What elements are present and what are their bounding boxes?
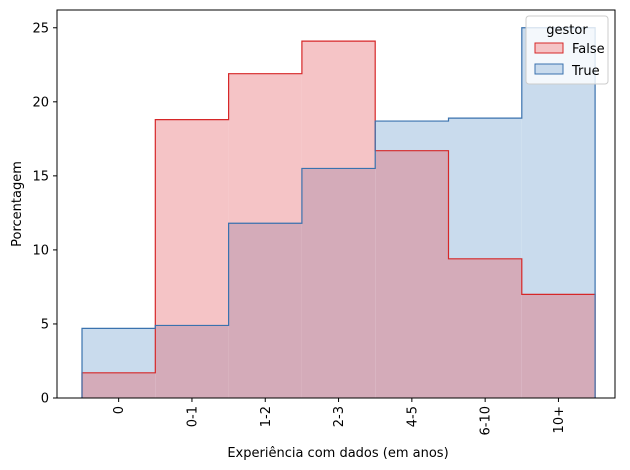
overlap-bin	[155, 325, 229, 398]
legend-swatch-true	[534, 63, 564, 75]
x-tick-label: 6-10	[479, 406, 494, 436]
overlap-bin	[301, 168, 376, 398]
x-tick-label: 10+	[552, 406, 567, 433]
axes-frame	[56, 9, 616, 399]
legend-swatch-false	[534, 42, 564, 54]
y-axis-label: Porcentagem	[10, 161, 25, 247]
overlap-bin	[448, 258, 522, 398]
series-areas	[81, 27, 596, 398]
overlap-bin	[521, 294, 596, 398]
x-tick-label: 2-3	[332, 406, 347, 427]
bin-true	[375, 121, 449, 151]
step-line-true	[81, 27, 596, 398]
y-tick-label: 20	[32, 95, 49, 110]
legend-title: gestor	[546, 23, 588, 38]
bin-true	[82, 328, 156, 373]
x-tick-label: 0-1	[185, 406, 200, 427]
ticks: 0 5 10 15 20 25 0 0-1 1-2 2-3 4-5 6-10 10+	[32, 21, 566, 435]
x-tick-label: 1-2	[259, 406, 274, 427]
y-tick-label: 5	[41, 317, 49, 332]
y-tick-label: 15	[32, 169, 49, 184]
axes	[56, 9, 616, 399]
bin-false	[228, 73, 302, 224]
bin-false	[155, 119, 229, 326]
overlap-bin	[82, 372, 156, 398]
step-line-false	[81, 40, 596, 398]
x-tick-label: 0	[112, 406, 127, 414]
y-tick-label: 0	[41, 392, 49, 407]
overlap-bin	[228, 223, 302, 398]
x-tick-label: 4-5	[405, 406, 420, 427]
x-axis-label: Experiência com dados (em anos)	[227, 446, 448, 461]
y-tick-label: 25	[32, 21, 49, 36]
bin-true	[448, 118, 522, 259]
overlap-bin	[375, 150, 449, 398]
legend-label-true: True	[571, 64, 600, 79]
legend: gestor False True	[525, 15, 609, 85]
y-tick-label: 10	[32, 243, 49, 258]
bin-false	[301, 41, 376, 169]
legend-label-false: False	[572, 42, 605, 57]
